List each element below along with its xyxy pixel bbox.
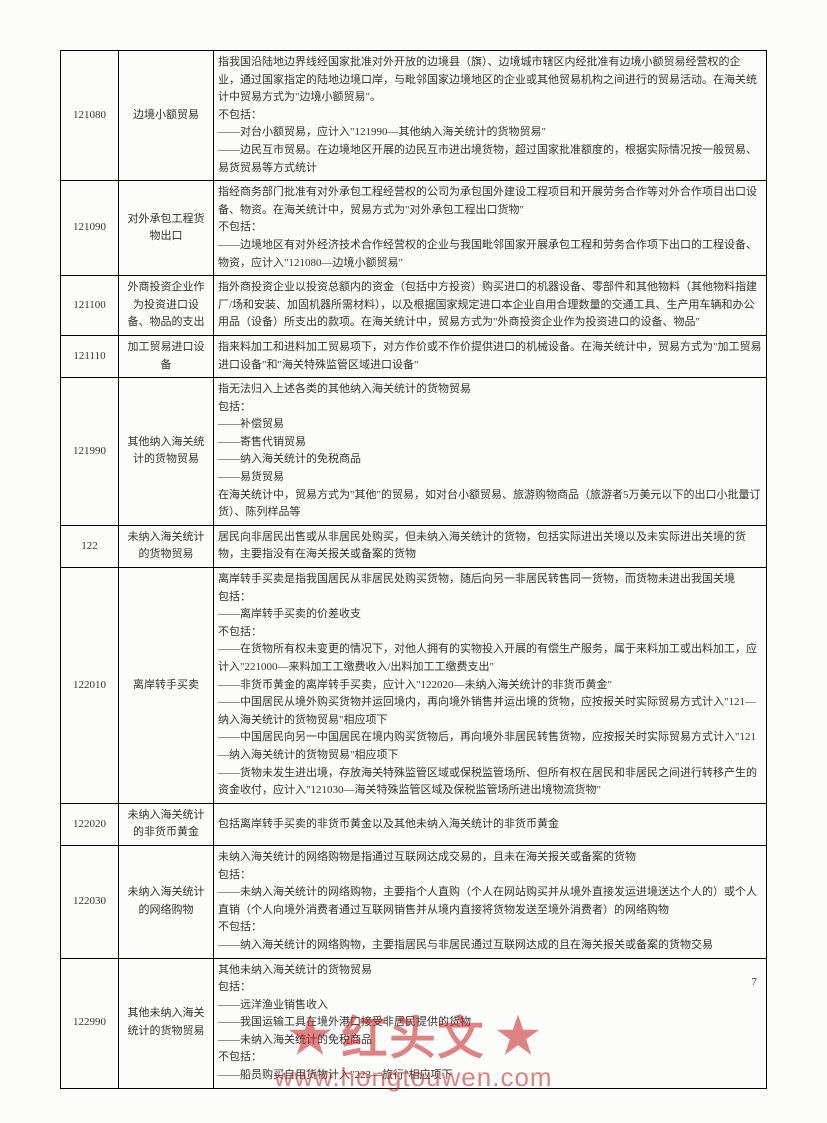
desc-cell: 离岸转手买卖是指我国居民从非居民处购买货物，随后向另一非居民转售同一货物，而货物… [214, 568, 767, 804]
code-cell: 122010 [61, 568, 119, 804]
code-cell: 122020 [61, 803, 119, 845]
table-row: 122020未纳入海关统计的非货币黄金包括离岸转手买卖的非货币黄金以及其他未纳入… [61, 803, 767, 845]
table-row: 122030未纳入海关统计的网络购物未纳入海关统计的网络购物是指通过互联网达成交… [61, 845, 767, 958]
table-row: 121100外商投资企业作为投资进口设备、物品的支出指外商投资企业以投资总额内的… [61, 276, 767, 336]
desc-cell: 指经商务部门批准有对外承包工程经营权的公司为承包国外建设工程项目和开展劳务合作等… [214, 181, 767, 276]
name-cell: 离岸转手买卖 [119, 568, 214, 804]
table-row: 121080边境小额贸易指我国沿陆地边界线经国家批准对外开放的边境县（旗）、边境… [61, 51, 767, 181]
name-cell: 对外承包工程货物出口 [119, 181, 214, 276]
name-cell: 其他未纳入海关统计的货物贸易 [119, 958, 214, 1088]
table-row: 122未纳入海关统计的货物贸易居民向非居民出售或从非居民处购买，但未纳入海关统计… [61, 525, 767, 567]
name-cell: 加工贸易进口设备 [119, 335, 214, 377]
code-cell: 122990 [61, 958, 119, 1088]
table-row: 121990其他纳入海关统计的货物贸易指无法归入上述各类的其他纳入海关统计的货物… [61, 378, 767, 526]
classification-table: 121080边境小额贸易指我国沿陆地边界线经国家批准对外开放的边境县（旗）、边境… [60, 50, 767, 1089]
code-cell: 121090 [61, 181, 119, 276]
desc-cell: 指来料加工和进料加工贸易项下，对方作价或不作价提供进口的机械设备。在海关统计中，… [214, 335, 767, 377]
name-cell: 边境小额贸易 [119, 51, 214, 181]
table-row: 121110加工贸易进口设备指来料加工和进料加工贸易项下，对方作价或不作价提供进… [61, 335, 767, 377]
code-cell: 122030 [61, 845, 119, 958]
table-row: 122010离岸转手买卖离岸转手买卖是指我国居民从非居民处购买货物，随后向另一非… [61, 568, 767, 804]
code-cell: 121110 [61, 335, 119, 377]
code-cell: 121990 [61, 378, 119, 526]
desc-cell: 其他未纳入海关统计的货物贸易包括：——远洋渔业销售收入——我国运输工具在境外港口… [214, 958, 767, 1088]
name-cell: 未纳入海关统计的货物贸易 [119, 525, 214, 567]
code-cell: 122 [61, 525, 119, 567]
desc-cell: 指我国沿陆地边界线经国家批准对外开放的边境县（旗）、边境城市辖区内经批准有边境小… [214, 51, 767, 181]
page-number: 7 [752, 976, 758, 988]
desc-cell: 未纳入海关统计的网络购物是指通过互联网达成交易的，且未在海关报关或备案的货物包括… [214, 845, 767, 958]
table-row: 121090对外承包工程货物出口指经商务部门批准有对外承包工程经营权的公司为承包… [61, 181, 767, 276]
desc-cell: 居民向非居民出售或从非居民处购买，但未纳入海关统计的货物，包括实际进出关境以及未… [214, 525, 767, 567]
desc-cell: 包括离岸转手买卖的非货币黄金以及其他未纳入海关统计的非货币黄金 [214, 803, 767, 845]
name-cell: 未纳入海关统计的非货币黄金 [119, 803, 214, 845]
name-cell: 未纳入海关统计的网络购物 [119, 845, 214, 958]
table-row: 122990其他未纳入海关统计的货物贸易其他未纳入海关统计的货物贸易包括：——远… [61, 958, 767, 1088]
name-cell: 其他纳入海关统计的货物贸易 [119, 378, 214, 526]
desc-cell: 指外商投资企业以投资总额内的资金（包括中方投资）购买进口的机器设备、零部件和其他… [214, 276, 767, 336]
code-cell: 121080 [61, 51, 119, 181]
name-cell: 外商投资企业作为投资进口设备、物品的支出 [119, 276, 214, 336]
desc-cell: 指无法归入上述各类的其他纳入海关统计的货物贸易包括：——补偿贸易——寄售代销贸易… [214, 378, 767, 526]
code-cell: 121100 [61, 276, 119, 336]
